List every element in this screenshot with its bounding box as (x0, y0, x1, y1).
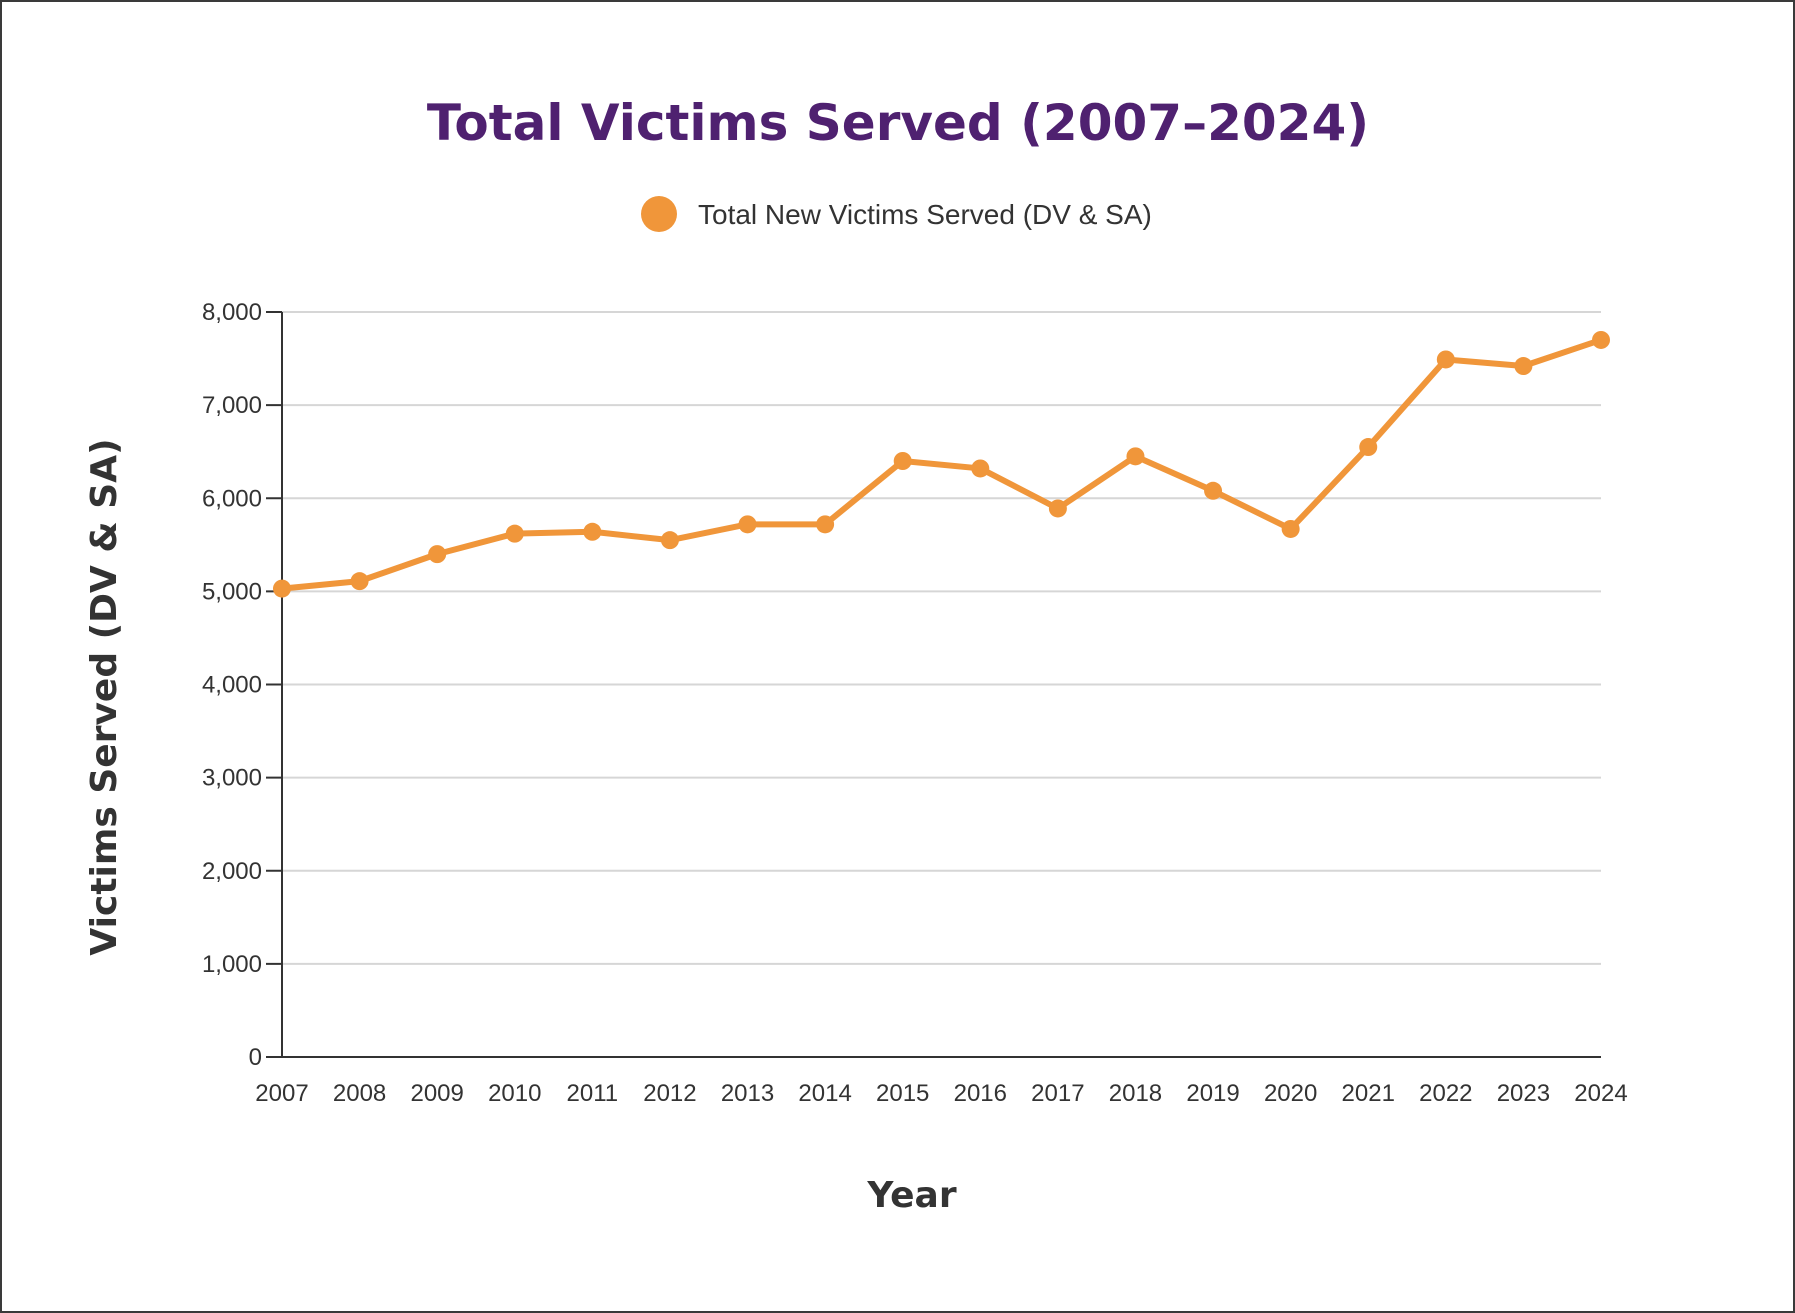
legend-label: Total New Victims Served (DV & SA) (698, 199, 1152, 230)
series-line (279, 336, 1604, 592)
legend: Total New Victims Served (DV & SA) (641, 196, 1152, 232)
x-tick-label: 2007 (255, 1080, 308, 1107)
y-tick-label: 2,000 (202, 858, 262, 885)
chart-title: Total Victims Served (2007–2024) (427, 94, 1369, 152)
data-point (428, 545, 447, 564)
data-point (350, 572, 369, 591)
y-tick-label: 4,000 (202, 672, 262, 699)
y-tick-label: 0 (249, 1044, 262, 1071)
series-total-new-victims (273, 330, 1610, 598)
y-tick-label: 3,000 (202, 765, 262, 792)
data-point (1592, 330, 1610, 349)
data-point (971, 459, 990, 478)
x-axis-title: Year (866, 1175, 956, 1216)
y-tick-label: 1,000 (202, 951, 262, 978)
x-tick-label: 2009 (410, 1080, 463, 1107)
y-axis-title: Victims Served (DV & SA) (84, 438, 125, 955)
x-tick-label: 2008 (333, 1080, 386, 1107)
x-tick-label: 2021 (1342, 1080, 1395, 1107)
x-tick-label: 2012 (643, 1080, 696, 1107)
x-tick-label: 2018 (1109, 1080, 1162, 1107)
data-point (660, 531, 679, 550)
x-tick-label: 2017 (1031, 1080, 1084, 1107)
gridlines (282, 311, 1601, 965)
data-point (1359, 438, 1378, 457)
y-axis-ticks: 0 1,000 2,000 3,000 4,000 5,000 6,000 7,000 8,00… (202, 299, 282, 1071)
y-tick-label: 8,000 (202, 299, 262, 326)
data-point (1048, 499, 1067, 518)
x-tick-label: 2020 (1264, 1080, 1317, 1107)
x-tick-label: 2022 (1419, 1080, 1472, 1107)
data-point (738, 515, 757, 534)
x-tick-label: 2013 (721, 1080, 774, 1107)
data-point (893, 452, 912, 470)
y-tick-label: 6,000 (202, 485, 262, 512)
x-tick-label: 2014 (798, 1080, 851, 1107)
data-point (1281, 519, 1300, 538)
y-tick-label: 7,000 (202, 392, 262, 419)
x-tick-label: 2011 (567, 1080, 619, 1107)
data-point (1436, 350, 1455, 369)
data-point (1204, 481, 1223, 500)
data-point (816, 515, 835, 534)
x-tick-label: 2015 (876, 1080, 929, 1107)
data-point (583, 522, 602, 541)
x-axis-ticks: 2007 2008 2009 2010 2011 2012 2013 2014 2015 2016… (255, 1080, 1627, 1107)
x-tick-label: 2019 (1186, 1080, 1239, 1107)
y-tick-label: 5,000 (202, 578, 262, 605)
data-point (505, 524, 524, 543)
x-tick-label: 2010 (488, 1080, 541, 1107)
x-tick-label: 2016 (954, 1080, 1007, 1107)
x-tick-label: 2023 (1497, 1080, 1550, 1107)
x-tick-label: 2024 (1574, 1080, 1627, 1107)
data-point (273, 579, 291, 598)
legend-marker (641, 196, 677, 232)
data-point (1514, 357, 1533, 376)
data-point (1126, 447, 1145, 466)
